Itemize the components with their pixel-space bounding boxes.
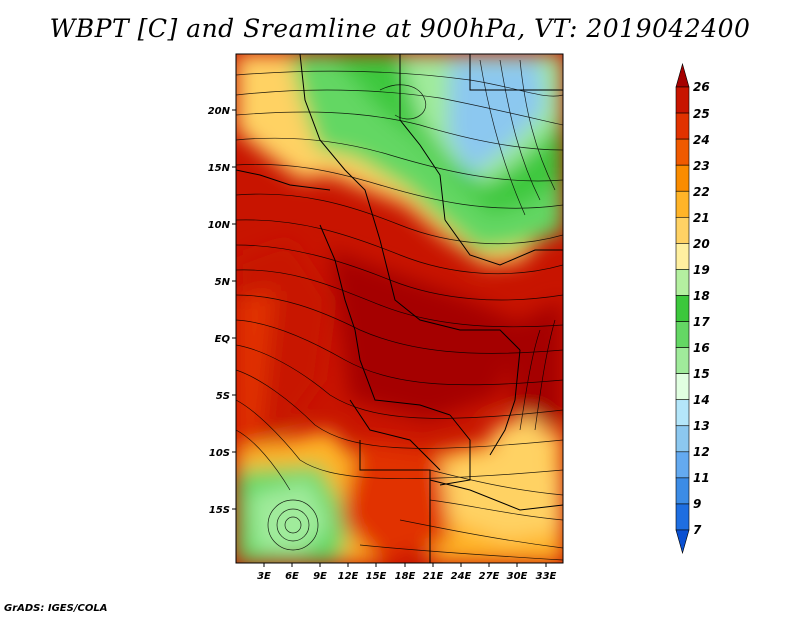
colorbar-segment bbox=[675, 347, 690, 374]
colorbar-label: 24 bbox=[693, 133, 710, 147]
lat-label: 5N bbox=[215, 277, 231, 288]
colorbar-segment bbox=[675, 138, 690, 166]
lat-label: 10S bbox=[209, 448, 230, 459]
chart-title: WBPT [C] and Sreamline at 900hPa, VT: 20… bbox=[49, 14, 751, 43]
colorbar-label: 20 bbox=[693, 237, 710, 251]
colorbar-segment bbox=[675, 451, 690, 479]
lon-label: 12E bbox=[338, 571, 359, 582]
lon-label: 30E bbox=[507, 571, 528, 582]
colorbar-label: 11 bbox=[693, 471, 710, 485]
colorbar-segment bbox=[675, 373, 690, 401]
latitude-labels: 20N 15N 10N 5N EQ 5S 10S 15S bbox=[208, 106, 231, 516]
colorbar-segment bbox=[675, 216, 690, 244]
wbpt-field bbox=[236, 54, 563, 563]
colorbar-segment bbox=[675, 503, 690, 531]
lat-label: 15N bbox=[208, 163, 231, 174]
colorbar-segment bbox=[675, 529, 690, 555]
colorbar-label: 13 bbox=[693, 419, 710, 433]
axis-ticks bbox=[232, 109, 547, 567]
colorbar-label: 22 bbox=[693, 185, 710, 199]
colorbar-label: 18 bbox=[693, 289, 710, 303]
colorbar-labels: 26 25 24 23 22 21 20 19 18 17 16 15 14 1… bbox=[693, 80, 710, 537]
colorbar bbox=[675, 62, 690, 555]
lat-label: 5S bbox=[216, 391, 230, 402]
colorbar-segment bbox=[675, 399, 690, 427]
lon-label: 9E bbox=[313, 571, 327, 582]
colorbar-segment bbox=[675, 425, 690, 453]
streamlines bbox=[236, 59, 563, 561]
colorbar-label: 25 bbox=[693, 107, 710, 121]
colorbar-label: 19 bbox=[693, 263, 710, 277]
lon-label: 6E bbox=[285, 571, 299, 582]
colorbar-segment bbox=[675, 477, 690, 505]
lat-label: 10N bbox=[208, 220, 231, 231]
lon-label: 33E bbox=[536, 571, 557, 582]
lon-label: 24E bbox=[451, 571, 472, 582]
lat-label: 15S bbox=[209, 505, 230, 516]
longitude-labels: 3E 6E 9E 12E 15E 18E 21E 24E 27E 30E 33E bbox=[257, 571, 556, 582]
colorbar-segment bbox=[675, 321, 690, 348]
lon-label: 21E bbox=[423, 571, 444, 582]
colorbar-segment bbox=[675, 295, 690, 322]
colorbar-label: 9 bbox=[693, 497, 701, 511]
colorbar-label: 23 bbox=[693, 159, 710, 173]
colorbar-label: 7 bbox=[693, 523, 702, 537]
colorbar-label: 16 bbox=[693, 341, 710, 355]
colorbar-segment bbox=[675, 243, 690, 270]
colorbar-label: 14 bbox=[693, 393, 710, 407]
colorbar-label: 15 bbox=[693, 367, 710, 381]
colorbar-segment bbox=[675, 269, 690, 296]
lon-label: 18E bbox=[395, 571, 416, 582]
colorbar-label: 17 bbox=[693, 315, 710, 329]
grads-credit: GrADS: IGES/COLA bbox=[4, 603, 108, 614]
colorbar-segment bbox=[675, 62, 690, 88]
colorbar-label: 12 bbox=[693, 445, 710, 459]
colorbar-segment bbox=[675, 86, 690, 114]
lat-label: EQ bbox=[215, 334, 231, 345]
colorbar-label: 26 bbox=[693, 80, 710, 94]
lon-label: 3E bbox=[257, 571, 271, 582]
colorbar-segment bbox=[675, 112, 690, 140]
country-borders bbox=[236, 54, 563, 563]
lon-label: 15E bbox=[366, 571, 387, 582]
map-frame bbox=[235, 53, 564, 564]
lon-label: 27E bbox=[479, 571, 500, 582]
colorbar-segment bbox=[675, 164, 690, 192]
colorbar-segment bbox=[675, 190, 690, 218]
colorbar-label: 21 bbox=[693, 211, 710, 225]
lat-label: 20N bbox=[208, 106, 231, 117]
